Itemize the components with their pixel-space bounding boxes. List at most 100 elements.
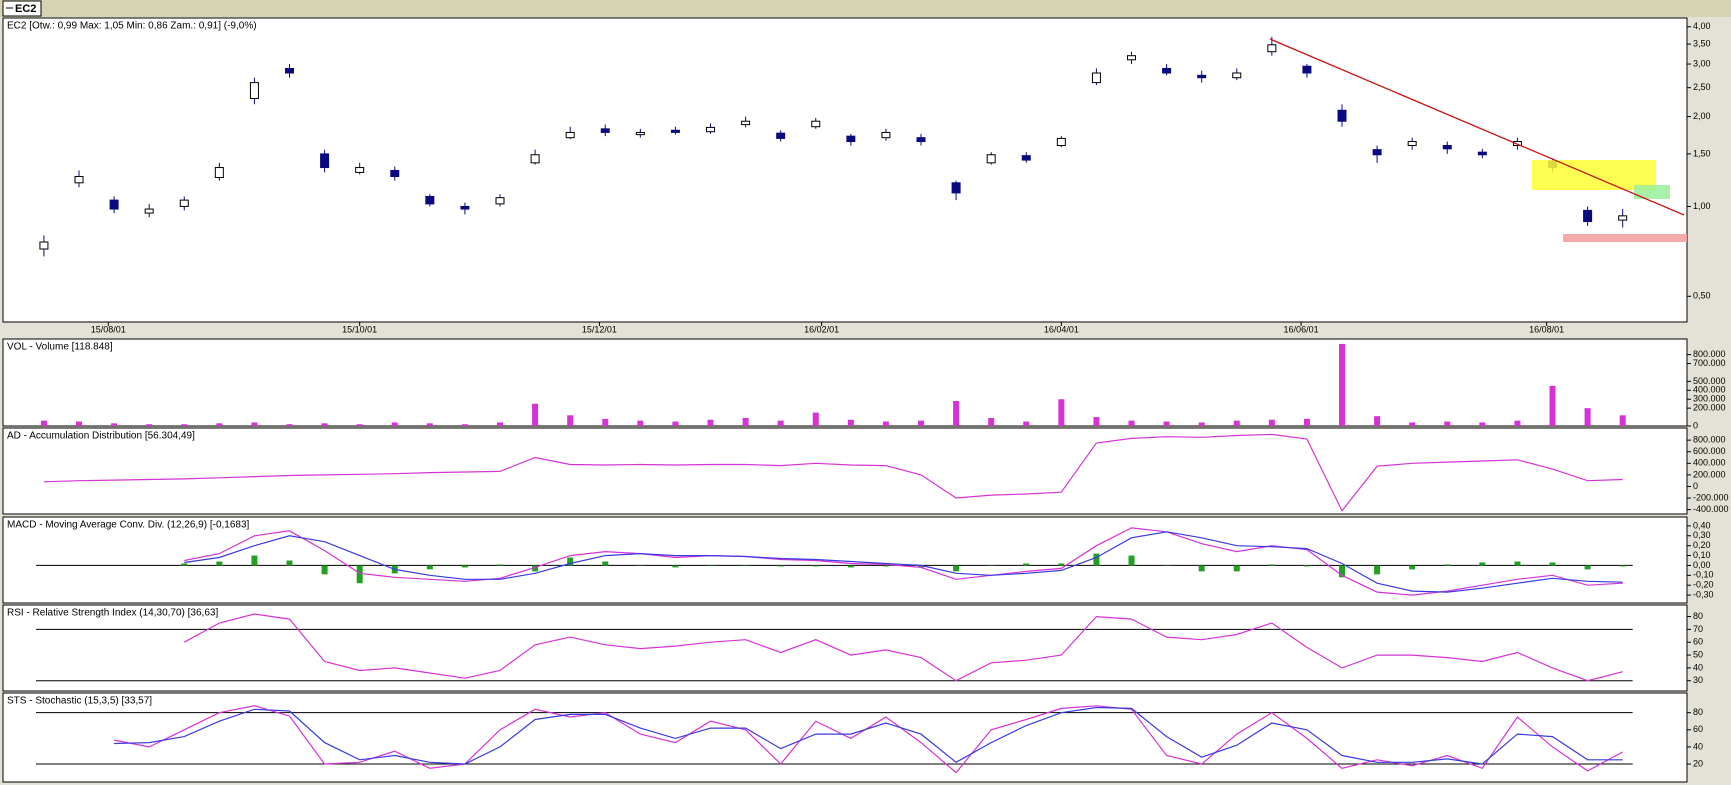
histogram-bar (1023, 563, 1030, 566)
panel-title: RSI - Relative Strength Index (14,30,70)… (7, 608, 218, 619)
candle-body (39, 241, 49, 250)
y-tick-label: 0,40 (1693, 520, 1711, 530)
histogram-bar (742, 565, 749, 566)
volume-bar (1233, 420, 1240, 426)
panel (2, 427, 1688, 515)
volume-bar (672, 421, 679, 426)
volume-bar (1514, 420, 1521, 426)
candle-body (1442, 145, 1452, 150)
y-tick-label: 0,30 (1693, 530, 1711, 540)
candle-body (495, 197, 505, 205)
candle-body (355, 167, 365, 173)
y-tick-label: 0 (1693, 420, 1698, 430)
panel-title: VOL - Volume [118.848] (7, 342, 113, 353)
candle-body (1127, 55, 1137, 61)
volume-bar (1058, 399, 1065, 426)
histogram-bar (637, 565, 644, 566)
histogram-bar (918, 565, 925, 568)
candle-body (320, 153, 330, 169)
candle-body (285, 67, 295, 74)
histogram-bar (1479, 562, 1486, 566)
volume-bar (1303, 418, 1310, 426)
volume-bar (76, 421, 83, 426)
histogram-bar (286, 560, 293, 566)
volume-bar (251, 422, 258, 426)
candle-body (109, 199, 119, 210)
volume-bar (602, 418, 609, 426)
volume-bar (882, 421, 889, 426)
candle-body (1267, 44, 1277, 53)
panel (2, 692, 1688, 783)
histogram-bar (1233, 565, 1240, 572)
volume-bar (637, 420, 644, 426)
volume-bar (356, 424, 363, 426)
tab[interactable] (2, 0, 42, 17)
histogram-bar (707, 565, 714, 566)
volume-bar (391, 422, 398, 426)
x-tick-label: 16/08/01 (1529, 324, 1564, 334)
volume-bar (321, 423, 328, 426)
panel (2, 604, 1688, 692)
candle-body (1232, 72, 1242, 79)
indicator-line (114, 706, 1623, 765)
volume-bar (1374, 416, 1381, 426)
candle-body (144, 208, 154, 214)
histogram-bar (356, 565, 363, 584)
y-tick-label: 600.000 (1693, 446, 1726, 456)
candle-body (74, 175, 84, 184)
candle-body (916, 137, 926, 143)
histogram-bar (321, 565, 328, 575)
histogram-bar (602, 561, 609, 566)
volume-bar (1093, 417, 1100, 426)
y-tick-label: 200.000 (1693, 469, 1726, 479)
support-zone (1563, 234, 1687, 242)
candle-body (390, 169, 400, 177)
candle-body (1021, 155, 1031, 161)
volume-bar (1409, 422, 1416, 426)
tab-label[interactable]: EC2 (15, 3, 36, 15)
histogram-bar (426, 565, 433, 570)
x-tick-label: 15/10/01 (342, 324, 377, 334)
candle-body (214, 167, 224, 179)
y-tick-label: 400.000 (1693, 458, 1726, 468)
y-tick-label: 1,50 (1693, 148, 1711, 158)
y-tick-label: -0,30 (1693, 589, 1714, 599)
candle-body (1618, 215, 1628, 221)
volume-bar (953, 401, 960, 426)
candle-body (1477, 151, 1487, 156)
y-tick-label: 1,00 (1693, 201, 1711, 211)
histogram-bar (1514, 561, 1521, 566)
y-tick-label: 30 (1693, 675, 1703, 685)
volume-bar (461, 424, 468, 426)
candle-body (706, 126, 716, 133)
y-tick-label: 0,50 (1693, 291, 1711, 301)
y-tick-label: 50 (1693, 649, 1703, 659)
histogram-bar (988, 565, 995, 566)
histogram-bar (847, 565, 854, 568)
y-tick-label: 40 (1693, 662, 1703, 672)
y-tick-label: 60 (1693, 637, 1703, 647)
volume-bar (497, 422, 504, 426)
volume-bar (181, 424, 188, 426)
x-tick-label: 16/06/01 (1284, 324, 1319, 334)
panel-title: STS - Stochastic (15,3,5) [33,57] (7, 696, 152, 707)
volume-bar (1339, 343, 1346, 426)
x-tick-label: 16/04/01 (1044, 324, 1079, 334)
histogram-bar (1268, 564, 1275, 566)
volume-bar (777, 420, 784, 426)
candle-body (1197, 74, 1207, 79)
y-tick-label: 60 (1693, 724, 1703, 734)
histogram-bar (777, 565, 784, 567)
volume-bar (918, 420, 925, 426)
indicator-line (184, 531, 1623, 593)
indicator-line (184, 613, 1623, 682)
panel-title: EC2 [Otw.: 0,99 Max: 1,05 Min: 0,86 Zam.… (7, 21, 257, 32)
candle-body (179, 199, 189, 207)
candle-body (670, 129, 680, 133)
volume-bar (812, 412, 819, 426)
candle-body (425, 195, 435, 205)
volume-bar (567, 415, 574, 426)
histogram-bar (1128, 555, 1135, 566)
